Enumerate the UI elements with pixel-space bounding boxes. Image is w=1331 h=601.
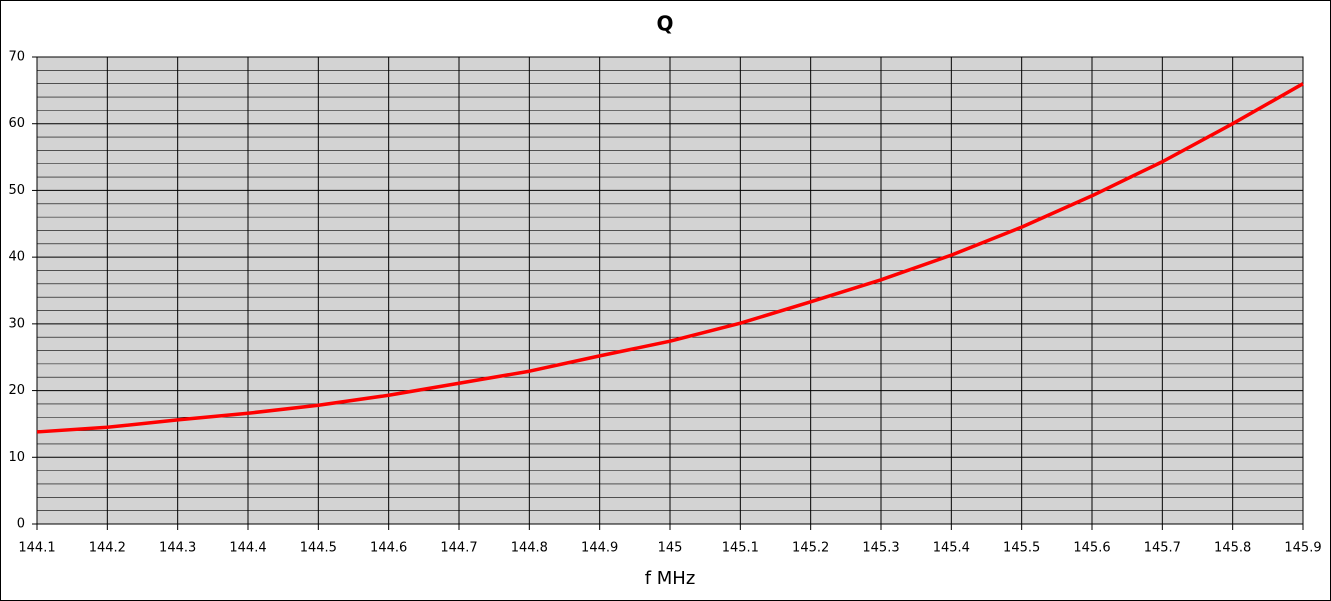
y-tick-label: 40 — [8, 250, 25, 265]
y-tick-label: 0 — [17, 517, 25, 532]
plot-border — [36, 56, 1304, 525]
x-axis-label: f MHz — [645, 568, 696, 589]
x-tick-label: 144.9 — [581, 541, 618, 556]
x-tick-label: 145.5 — [1003, 541, 1040, 556]
x-tick-label: 145.6 — [1073, 541, 1110, 556]
x-tick-label: 145.1 — [722, 541, 759, 556]
x-tick-label: 145.2 — [792, 541, 829, 556]
x-tick-label: 144.8 — [511, 541, 548, 556]
y-tick-label: 10 — [8, 450, 25, 465]
x-tick-label: 144.2 — [89, 541, 126, 556]
data-line — [36, 82, 1304, 434]
x-tick-label: 144.6 — [370, 541, 407, 556]
x-tick-label: 145.9 — [1284, 541, 1321, 556]
x-tick-label: 145.3 — [862, 541, 899, 556]
y-tick-label: 20 — [8, 383, 25, 398]
y-tick-label: 30 — [8, 316, 25, 331]
x-tick-label: 144.5 — [300, 541, 337, 556]
x-tick-label: 144.1 — [18, 541, 55, 556]
x-tick-label: 144.3 — [159, 541, 196, 556]
x-tick-label: 144.4 — [229, 541, 266, 556]
y-tick-label: 50 — [8, 183, 25, 198]
y-tick-label: 70 — [8, 50, 25, 65]
chart-title: Q — [656, 12, 673, 36]
x-tick-label: 144.7 — [440, 541, 477, 556]
x-tick-label: 145.4 — [933, 541, 970, 556]
x-tick-label: 145.7 — [1144, 541, 1181, 556]
x-tick-label: 145.8 — [1214, 541, 1251, 556]
x-tick-label: 145 — [658, 541, 683, 556]
y-tick-label: 60 — [8, 116, 25, 131]
